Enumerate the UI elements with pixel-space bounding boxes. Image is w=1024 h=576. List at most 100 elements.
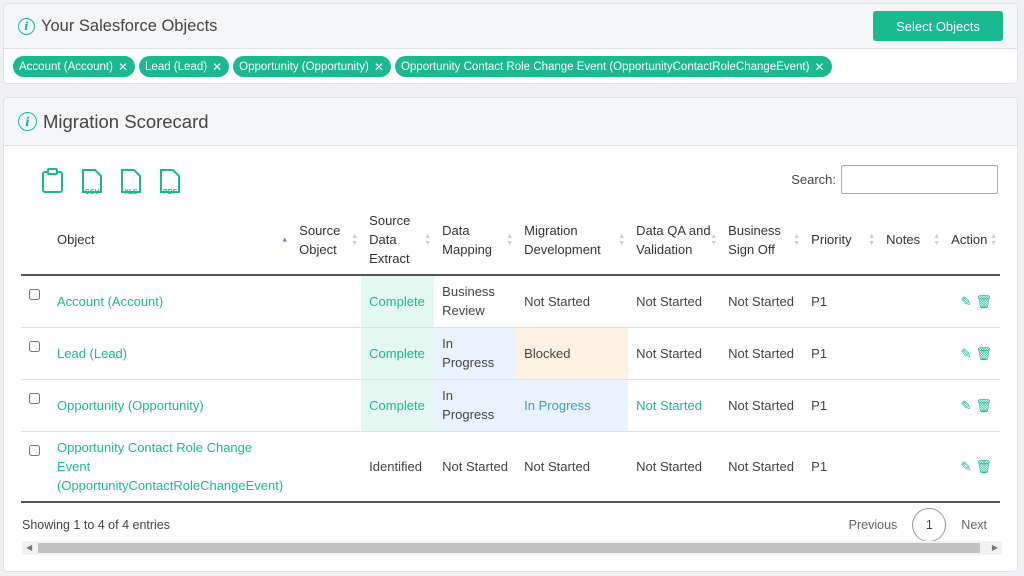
object-tag: Account (Account) ✕ bbox=[13, 56, 136, 77]
object-tag: Opportunity Contact Role Change Event (O… bbox=[394, 56, 832, 77]
column-header-migration-development[interactable]: Migration Development ▲ ▼ bbox=[516, 205, 629, 276]
sort-asc-icon: ▲ bbox=[281, 236, 289, 243]
priority-cell: P1 bbox=[803, 275, 879, 328]
table-row: Opportunity Contact Role Change Event (O… bbox=[21, 431, 1000, 503]
status-cell: Not Started bbox=[628, 379, 721, 432]
priority-cell: P1 bbox=[803, 431, 879, 503]
search-box: Search: bbox=[791, 165, 998, 194]
remove-tag-icon[interactable]: ✕ bbox=[117, 59, 129, 74]
row-checkbox[interactable] bbox=[29, 289, 40, 300]
sort-icon: ▲ ▼ bbox=[933, 232, 941, 247]
row-checkbox[interactable] bbox=[29, 340, 40, 352]
status-cell: Business Review bbox=[434, 275, 517, 328]
delete-trash-icon[interactable]: 🗑 bbox=[975, 293, 992, 309]
edit-pencil-icon[interactable]: ✎ bbox=[960, 345, 972, 361]
xls-export-icon[interactable]: XLS bbox=[119, 168, 143, 196]
status-cell: In Progress bbox=[516, 379, 629, 432]
column-header-priority[interactable]: Priority ▲ ▼ bbox=[803, 205, 879, 276]
action-cell: ✎ 🗑 bbox=[943, 379, 1000, 432]
previous-page-button[interactable]: Previous bbox=[848, 518, 898, 532]
action-cell: ✎ 🗑 bbox=[943, 275, 1000, 328]
status-cell: Complete bbox=[361, 327, 435, 380]
status-cell: Not Started bbox=[720, 379, 804, 432]
delete-trash-icon[interactable]: 🗑 bbox=[975, 397, 992, 413]
row-checkbox[interactable] bbox=[29, 444, 40, 456]
object-link[interactable]: Opportunity Contact Role Change Event (O… bbox=[49, 431, 292, 503]
status-cell: In Progress bbox=[434, 379, 517, 432]
delete-trash-icon[interactable]: 🗑 bbox=[975, 345, 992, 361]
source-object-cell bbox=[291, 379, 362, 432]
priority-cell: P1 bbox=[803, 379, 879, 432]
next-page-button[interactable]: Next bbox=[961, 518, 987, 532]
column-header-source-data-extract[interactable]: Source Data Extract ▲ ▼ bbox=[361, 205, 435, 276]
migration-scorecard-panel: i Migration Scorecard CSV XLS PDF Search… bbox=[3, 97, 1018, 572]
action-cell: ✎ 🗑 bbox=[943, 431, 1000, 503]
source-object-cell bbox=[291, 327, 362, 380]
sort-icon: ▲ ▼ bbox=[618, 232, 626, 247]
objects-panel-header: i Your Salesforce Objects Select Objects bbox=[4, 4, 1017, 49]
sort-icon: ▲ ▼ bbox=[506, 232, 514, 247]
scorecard-title: Migration Scorecard bbox=[43, 110, 209, 132]
notes-cell bbox=[878, 275, 944, 328]
search-input[interactable] bbox=[841, 165, 998, 194]
copy-clipboard-icon[interactable] bbox=[41, 168, 65, 194]
column-header-notes[interactable]: Notes ▲ ▼ bbox=[878, 205, 944, 276]
column-header-business-sign-off[interactable]: Business Sign Off ▲ ▼ bbox=[720, 205, 804, 276]
status-cell: Not Started bbox=[434, 431, 517, 503]
csv-export-icon[interactable]: CSV bbox=[80, 168, 104, 196]
remove-tag-icon[interactable]: ✕ bbox=[373, 59, 384, 74]
status-cell: Not Started bbox=[516, 431, 629, 503]
sort-icon: ▲ ▼ bbox=[868, 232, 876, 247]
object-tag: Lead (Lead) ✕ bbox=[139, 56, 230, 77]
column-header-action[interactable]: Action ▲ ▼ bbox=[943, 205, 1000, 276]
status-cell: Not Started bbox=[720, 431, 804, 503]
remove-tag-icon[interactable]: ✕ bbox=[212, 59, 223, 74]
notes-cell bbox=[878, 379, 944, 432]
table-info: Showing 1 to 4 of 4 entries bbox=[22, 518, 171, 532]
info-icon: i bbox=[18, 17, 35, 35]
salesforce-objects-panel: i Your Salesforce Objects Select Objects… bbox=[3, 3, 1018, 84]
priority-cell: P1 bbox=[803, 327, 879, 380]
select-column-header bbox=[21, 205, 49, 276]
status-cell: Complete bbox=[361, 275, 435, 328]
edit-pencil-icon[interactable]: ✎ bbox=[960, 293, 972, 309]
scorecard-table: Object ▲ Source Object ▲ ▼ Source Data Extr… bbox=[21, 205, 1000, 503]
object-link[interactable]: Account (Account) bbox=[49, 275, 292, 328]
status-cell: Complete bbox=[361, 379, 435, 432]
edit-pencil-icon[interactable]: ✎ bbox=[960, 458, 972, 474]
pdf-export-icon[interactable]: PDF bbox=[158, 168, 182, 196]
status-cell: Not Started bbox=[628, 275, 721, 328]
status-cell: Not Started bbox=[720, 275, 804, 328]
status-cell: Not Started bbox=[628, 327, 721, 380]
select-objects-button[interactable]: Select Objects bbox=[873, 11, 1003, 41]
column-header-data-mapping[interactable]: Data Mapping ▲ ▼ bbox=[434, 205, 517, 276]
object-link[interactable]: Lead (Lead) bbox=[49, 327, 292, 380]
scroll-right-icon[interactable]: ▶ bbox=[991, 543, 998, 552]
status-cell: Identified bbox=[361, 431, 435, 503]
sort-icon: ▲ ▼ bbox=[351, 232, 359, 247]
status-cell: Not Started bbox=[628, 431, 721, 503]
objects-panel-title: Your Salesforce Objects bbox=[41, 16, 218, 35]
sort-icon: ▲ ▼ bbox=[793, 232, 801, 247]
table-header-row: Object ▲ Source Object ▲ ▼ Source Data Extr… bbox=[21, 205, 1000, 276]
sort-icon: ▲ ▼ bbox=[710, 232, 718, 247]
status-cell: Not Started bbox=[720, 327, 804, 380]
sort-icon: ▲ ▼ bbox=[990, 232, 997, 247]
edit-pencil-icon[interactable]: ✎ bbox=[960, 397, 972, 413]
object-link[interactable]: Opportunity (Opportunity) bbox=[49, 379, 292, 432]
notes-cell bbox=[878, 431, 944, 503]
remove-tag-icon[interactable]: ✕ bbox=[814, 59, 825, 74]
row-checkbox[interactable] bbox=[29, 392, 40, 404]
table-row: Account (Account) Complete Business Revi… bbox=[21, 275, 1000, 328]
horizontal-scrollbar[interactable]: ◀ ▶ bbox=[22, 541, 1002, 555]
delete-trash-icon[interactable]: 🗑 bbox=[975, 458, 992, 474]
scrollbar-thumb[interactable] bbox=[38, 543, 980, 553]
scroll-left-icon[interactable]: ◀ bbox=[26, 543, 33, 552]
object-tags: Account (Account) ✕ Lead (Lead) ✕ Opportun… bbox=[4, 49, 1017, 77]
notes-cell bbox=[878, 327, 944, 380]
page-1-button[interactable]: 1 bbox=[912, 508, 947, 542]
column-header-source-object[interactable]: Source Object ▲ ▼ bbox=[291, 205, 362, 276]
column-header-object[interactable]: Object ▲ bbox=[49, 205, 292, 276]
column-header-data-qa[interactable]: Data QA and Validation ▲ ▼ bbox=[628, 205, 721, 276]
search-label: Search: bbox=[791, 172, 836, 187]
